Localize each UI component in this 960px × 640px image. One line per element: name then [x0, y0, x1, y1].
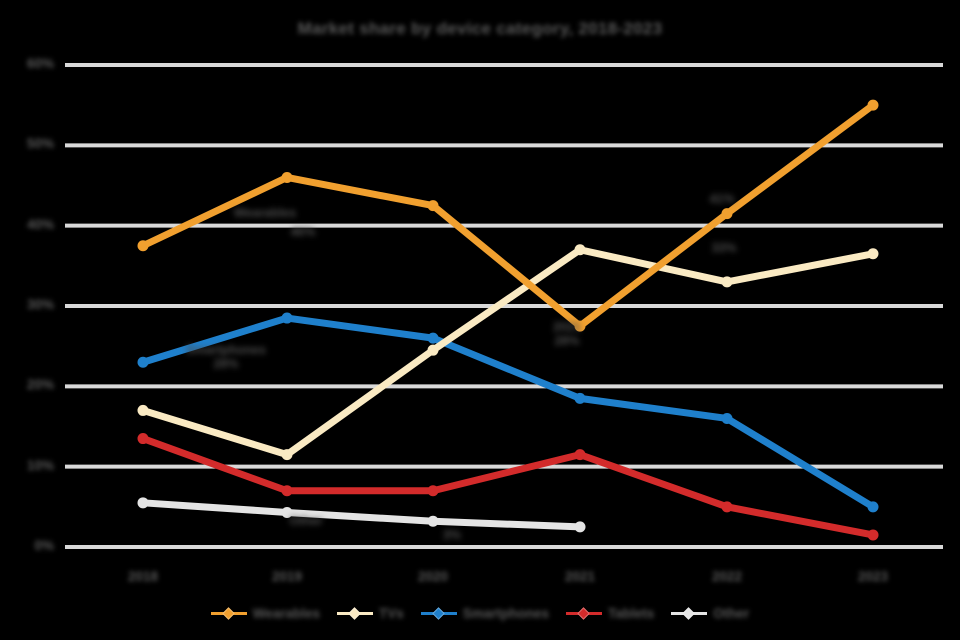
- legend-diamond-icon: [221, 606, 235, 620]
- data-point-marker-tablets: [137, 433, 149, 445]
- legend-item-smartphones: Smartphones: [420, 605, 550, 621]
- y-axis-label: 0%: [34, 538, 54, 553]
- annotation-label: 46%: [290, 225, 316, 239]
- data-point-marker-wearables: [137, 240, 149, 252]
- x-axis-label: 2019: [271, 569, 303, 584]
- legend-line-marker-icon: [671, 606, 708, 620]
- legend-item-tvs: TVs: [336, 605, 404, 621]
- data-point-marker-wearables: [574, 320, 586, 332]
- data-point-marker-other: [574, 521, 586, 533]
- y-axis-label: 50%: [26, 136, 54, 152]
- y-axis-label: 10%: [26, 457, 54, 473]
- chart-title: Market share by device category, 2018-20…: [297, 19, 663, 38]
- data-point-marker-tvs: [281, 449, 293, 461]
- legend-diamond-icon: [682, 606, 696, 620]
- series-line-smartphones: [139, 314, 877, 511]
- data-point-marker-tablets: [281, 485, 293, 497]
- data-point-marker-tvs: [721, 276, 733, 288]
- data-point-marker-smartphones: [427, 332, 439, 344]
- series-line-tablets: [139, 435, 877, 539]
- legend-line-marker-icon: [210, 606, 247, 620]
- data-point-marker-smartphones: [721, 412, 733, 424]
- data-point-marker-smartphones: [867, 501, 879, 513]
- annotation-label: Smartphones 28%: [186, 343, 266, 371]
- data-point-marker-other: [281, 506, 293, 518]
- y-axis-label: 40%: [26, 216, 54, 232]
- legend-label: Smartphones: [462, 605, 550, 621]
- legend-diamond-icon: [577, 606, 590, 620]
- annotation-label: 41%: [709, 192, 735, 206]
- legend-item-tablets: Tablets: [566, 606, 654, 621]
- data-point-marker-tablets: [427, 485, 439, 497]
- data-point-marker-wearables: [867, 99, 879, 111]
- legend-label: Tablets: [608, 605, 655, 621]
- legend-item-wearables: Wearables: [210, 605, 320, 621]
- data-point-marker-tvs: [574, 244, 586, 256]
- x-axis-label: 2022: [711, 569, 743, 584]
- annotation-label: Other: [289, 514, 323, 528]
- data-point-marker-wearables: [281, 171, 293, 183]
- data-point-marker-tablets: [867, 529, 879, 541]
- legend-label: Other: [713, 605, 750, 621]
- legend-line-marker-icon: [336, 606, 373, 620]
- y-axis-label: 30%: [26, 297, 54, 312]
- y-axis-label: 60%: [26, 56, 54, 71]
- legend: Wearables TVs Smartphones Tablets Other: [0, 601, 960, 625]
- legend-item-other: Other: [671, 606, 749, 621]
- data-point-marker-tablets: [721, 501, 733, 513]
- data-point-marker-other: [137, 497, 149, 509]
- data-point-marker-smartphones: [574, 392, 586, 404]
- series-line-wearables: [139, 101, 877, 330]
- legend-label: TVs: [378, 605, 404, 621]
- data-point-marker-wearables: [427, 200, 439, 212]
- data-point-marker-tvs: [867, 248, 879, 260]
- annotation-label: 33%: [711, 241, 737, 255]
- data-point-marker-smartphones: [137, 356, 149, 368]
- legend-diamond-icon: [431, 606, 445, 620]
- legend-label: Wearables: [252, 605, 320, 621]
- data-point-marker-tvs: [137, 404, 149, 416]
- data-point-marker-tvs: [427, 344, 439, 356]
- annotation-label: 3%: [442, 528, 462, 542]
- data-point-marker-wearables: [721, 208, 733, 220]
- annotation-label: Wearables: [233, 206, 297, 220]
- x-axis-label: 2023: [857, 569, 889, 584]
- legend-line-marker-icon: [420, 606, 457, 620]
- x-axis-label: 2018: [127, 569, 159, 584]
- x-axis-label: 2020: [417, 569, 449, 584]
- x-axis-label: 2021: [564, 569, 596, 584]
- series-line-other: [139, 499, 584, 531]
- legend-line-marker-icon: [566, 606, 603, 620]
- legend-diamond-icon: [348, 606, 361, 620]
- data-point-marker-tablets: [574, 449, 586, 461]
- series-line-tvs: [139, 246, 877, 459]
- data-point-marker-other: [427, 515, 439, 527]
- data-point-marker-smartphones: [281, 312, 293, 324]
- y-axis-label: 20%: [26, 377, 54, 393]
- annotation-label: 2021 28%: [553, 320, 581, 348]
